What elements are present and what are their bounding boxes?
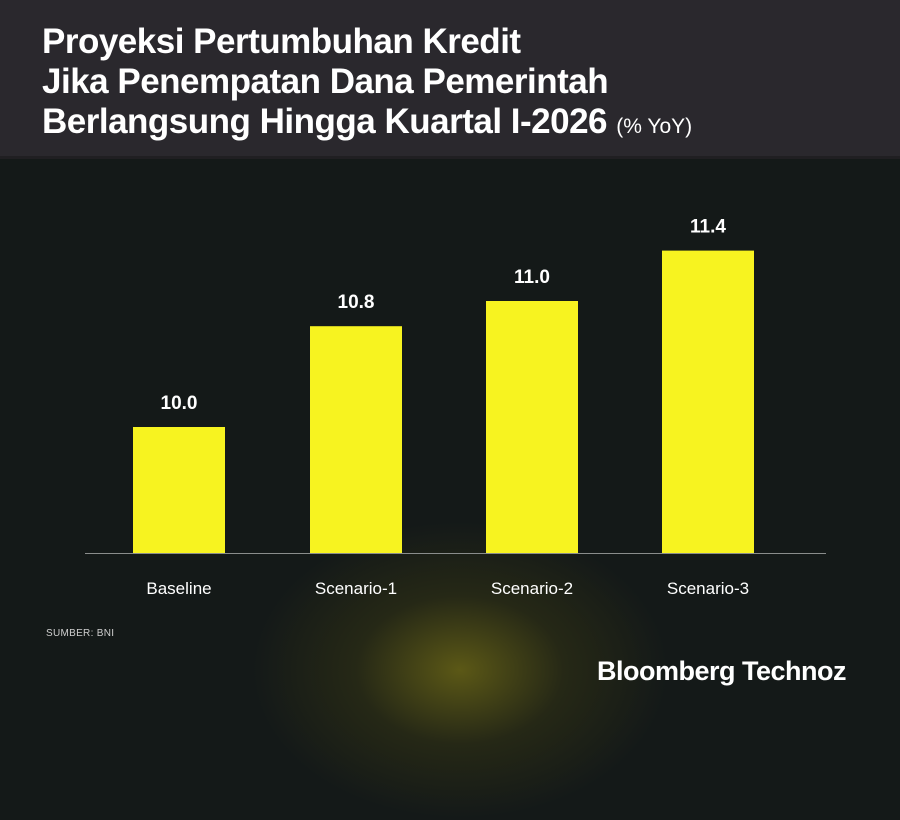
bar-scenario-3 (662, 250, 754, 553)
source-note: SUMBER: BNI (46, 628, 115, 639)
x-tick-label: Scenario-3 (667, 579, 749, 598)
title-line-text: Berlangsung Hingga Kuartal I-2026 (42, 102, 608, 141)
data-label: 10.8 (338, 292, 375, 313)
data-label: 11.4 (690, 217, 726, 238)
x-tick-label: Scenario-2 (491, 579, 573, 598)
header: Proyeksi Pertumbuhan Kredit Jika Penempa… (0, 0, 900, 159)
unit-label: (% YoY) (616, 115, 693, 138)
bar-chart: 10.0 Baseline 10.8 Scenario-1 11.0 Scenario-2… (85, 217, 826, 598)
brand-logo: Bloomberg Technoz (597, 656, 847, 686)
data-label: 11.0 (514, 267, 550, 288)
data-label: 10.0 (161, 393, 198, 414)
bar-baseline (133, 427, 225, 553)
title-line: Jika Penempatan Dana Pemerintah (42, 62, 609, 101)
bar-scenario-2 (486, 301, 578, 553)
bar-scenario-1 (310, 326, 402, 553)
title-line: Proyeksi Pertumbuhan Kredit (42, 22, 521, 61)
x-tick-label: Scenario-1 (315, 579, 397, 598)
title-line: Berlangsung Hingga Kuartal I-2026 (% YoY… (42, 102, 692, 147)
chart-title: Proyeksi Pertumbuhan Kredit Jika Penempa… (42, 22, 692, 147)
x-tick-label: Baseline (146, 579, 211, 598)
